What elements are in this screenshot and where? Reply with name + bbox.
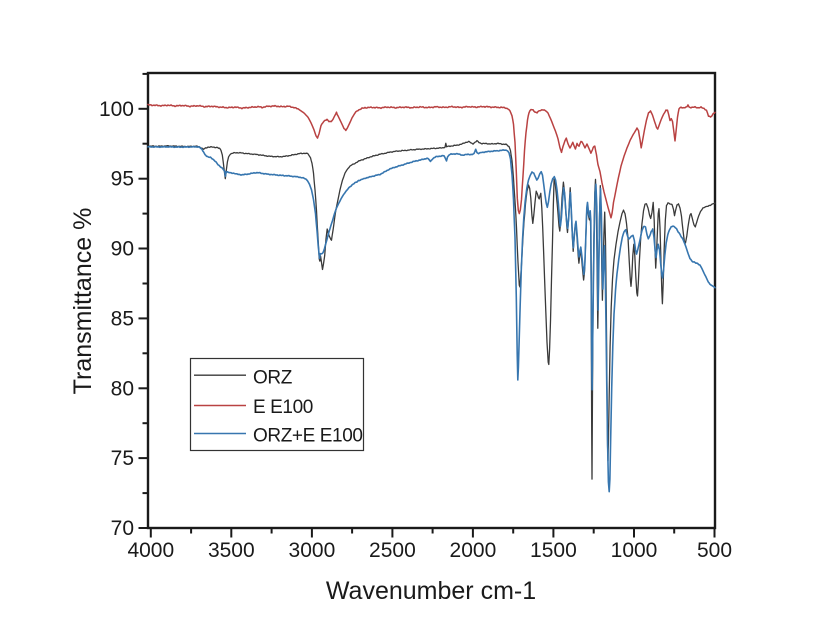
svg-text:1000: 1000 [611,539,658,562]
svg-text:3000: 3000 [289,539,336,562]
svg-text:2500: 2500 [369,539,416,562]
svg-text:500: 500 [697,539,732,562]
svg-text:E E100: E E100 [253,397,313,418]
svg-text:1500: 1500 [530,539,577,562]
svg-text:Wavenumber cm-1: Wavenumber cm-1 [326,577,536,605]
svg-text:3500: 3500 [208,539,255,562]
svg-text:Transmittance %: Transmittance % [69,208,97,395]
svg-text:ORZ: ORZ [253,368,293,389]
svg-text:75: 75 [111,447,134,470]
svg-text:100: 100 [99,98,134,121]
svg-text:85: 85 [111,307,134,330]
svg-text:ORZ+E E100: ORZ+E E100 [253,426,363,447]
svg-text:70: 70 [111,517,134,540]
svg-text:2000: 2000 [450,539,497,562]
svg-text:80: 80 [111,377,134,400]
svg-text:4000: 4000 [127,539,174,562]
svg-text:95: 95 [111,168,134,191]
svg-text:90: 90 [111,238,134,261]
